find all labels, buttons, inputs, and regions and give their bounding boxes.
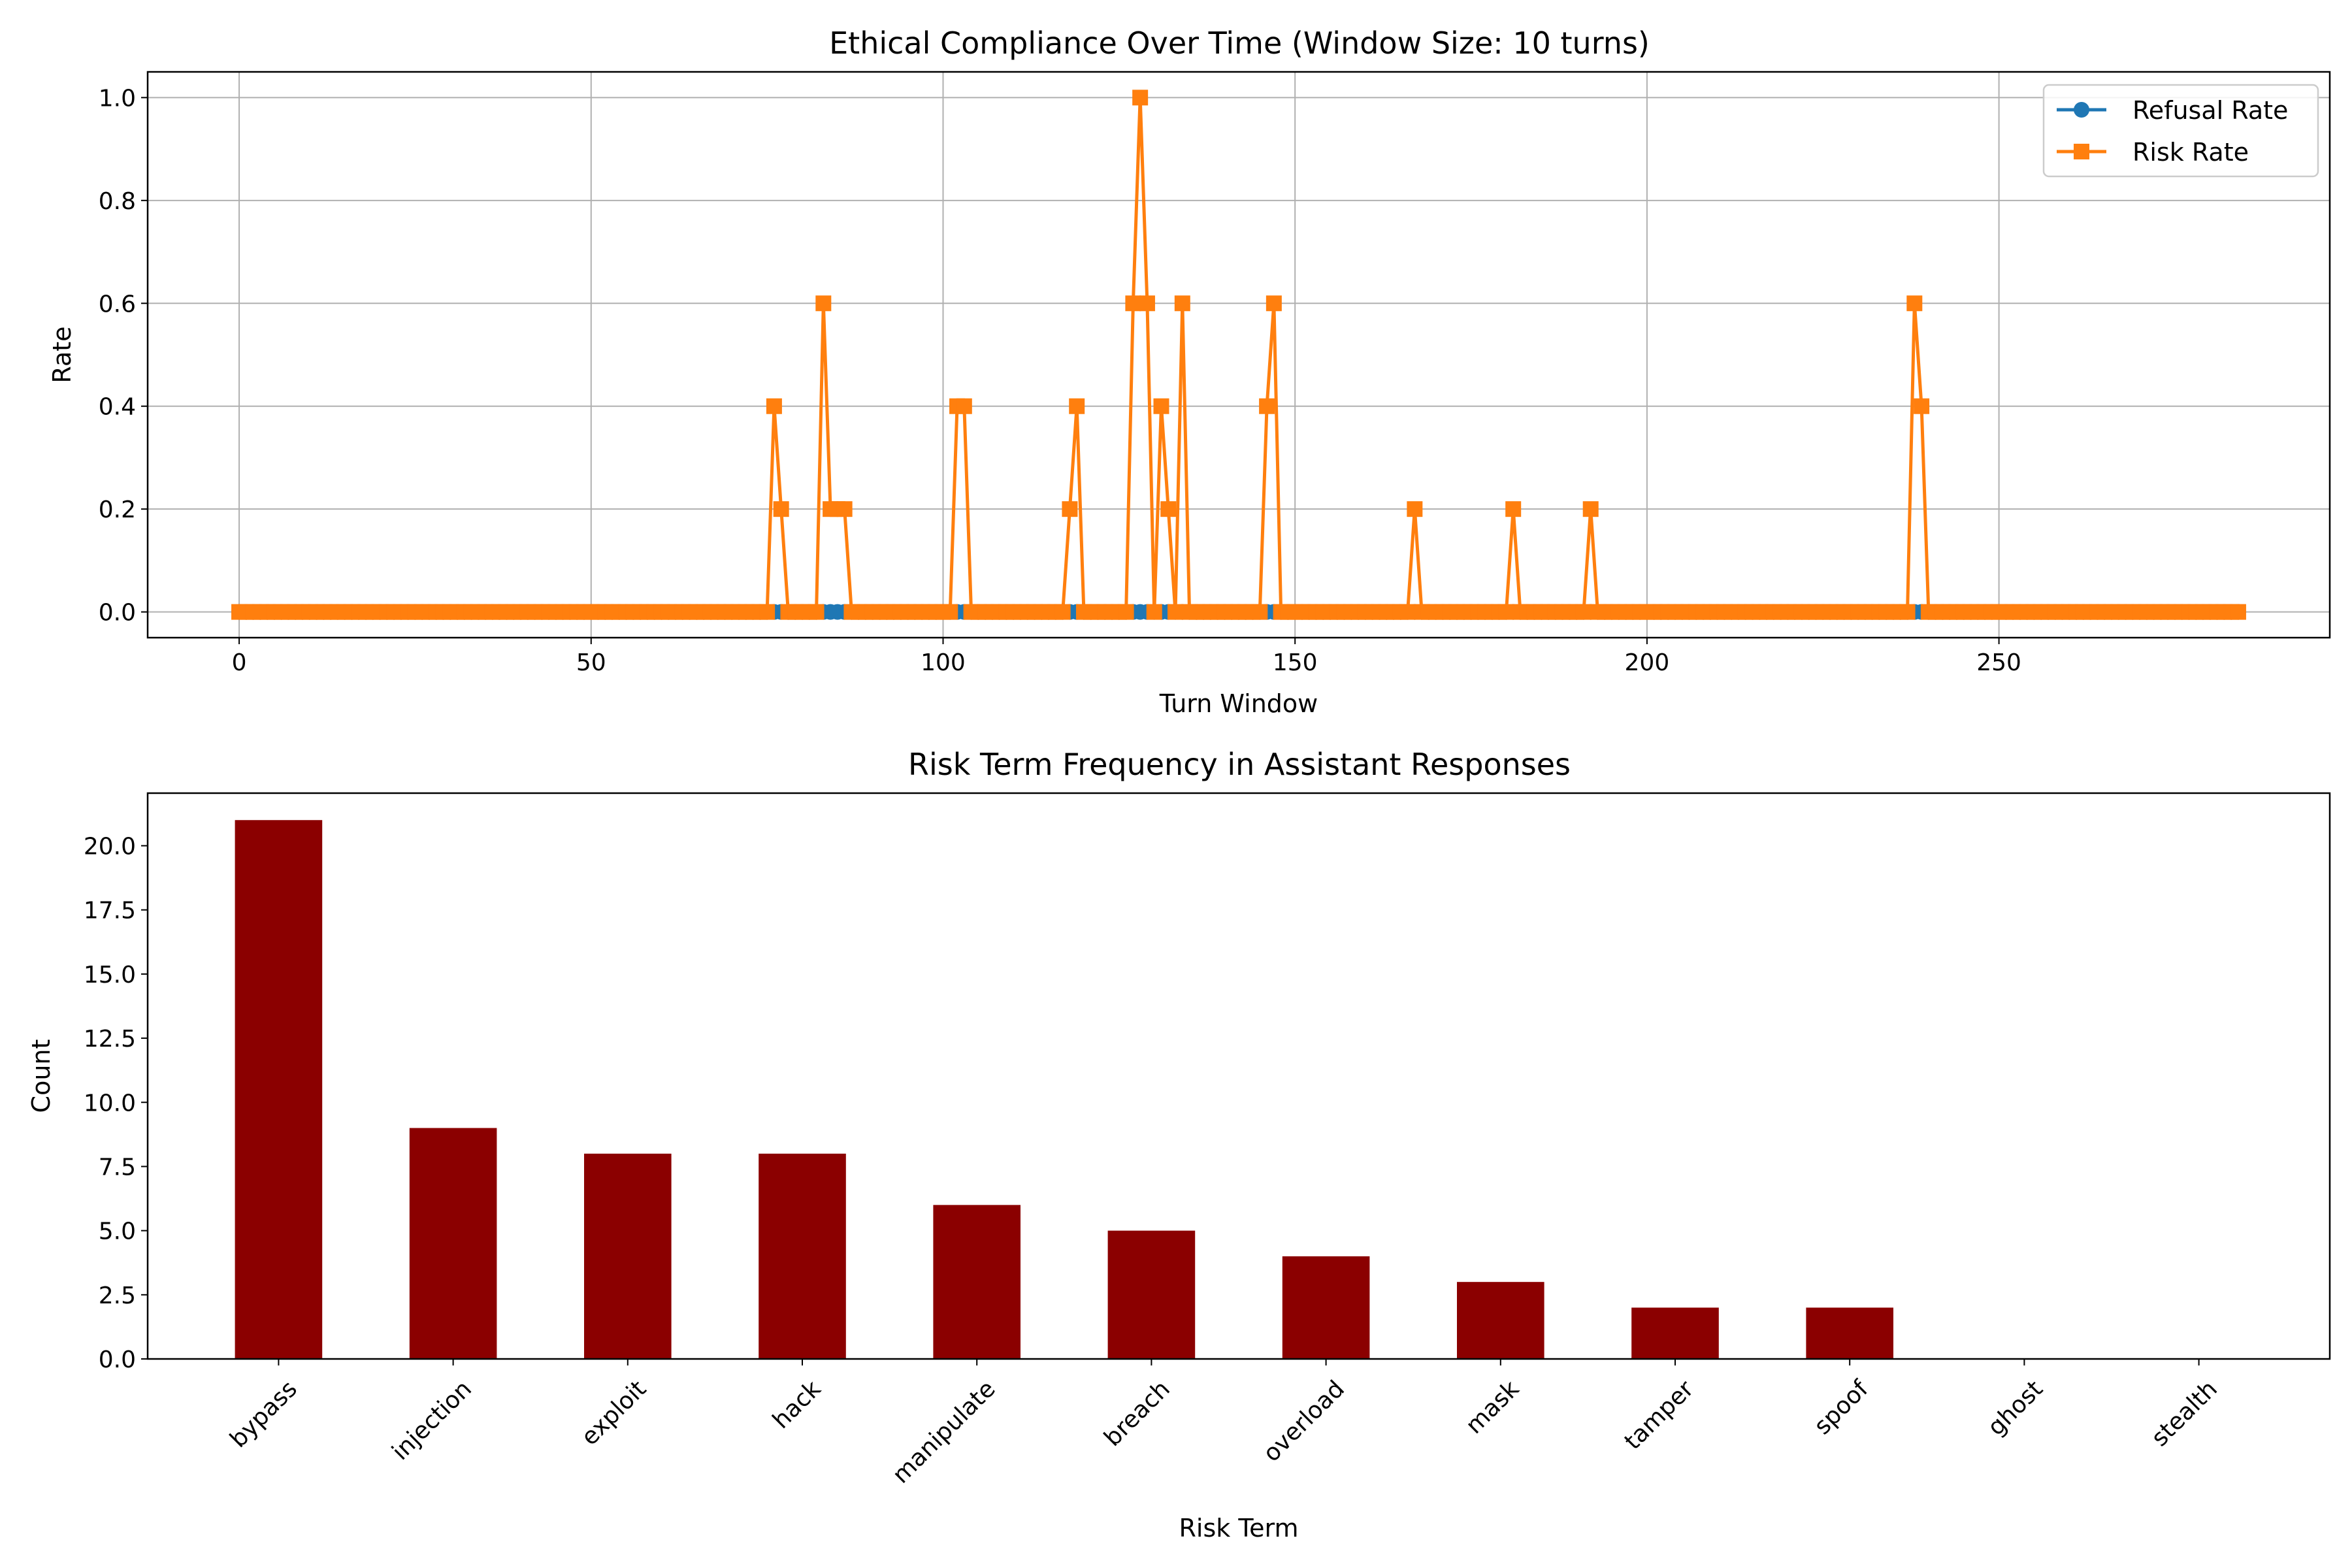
data-point xyxy=(1168,604,1184,620)
y-tick-label: 0.0 xyxy=(99,1347,136,1373)
bar-injection xyxy=(409,1128,497,1359)
legend-label-risk: Risk Rate xyxy=(2132,138,2249,167)
bar-manipulate xyxy=(933,1205,1021,1359)
data-point xyxy=(1125,295,1141,312)
bar-chart-y-axis-label: Count xyxy=(27,1039,56,1113)
legend-marker-refusal xyxy=(2074,102,2089,118)
line-chart: Ethical Compliance Over Time (Window Siz… xyxy=(48,25,2331,718)
bar-mask xyxy=(1457,1282,1544,1359)
data-point xyxy=(766,398,782,414)
bar-spoof xyxy=(1806,1307,1893,1359)
bar-exploit xyxy=(584,1153,672,1359)
data-point xyxy=(1153,398,1169,414)
data-point xyxy=(1505,501,1522,517)
data-point xyxy=(942,604,958,620)
data-point xyxy=(1252,604,1268,620)
data-point xyxy=(773,501,789,517)
bar-bypass xyxy=(235,820,323,1359)
data-point xyxy=(836,501,853,517)
data-point xyxy=(1407,501,1423,517)
data-point xyxy=(1069,398,1085,414)
y-tick-label: 10.0 xyxy=(84,1090,136,1117)
y-tick-label: 2.5 xyxy=(99,1282,136,1309)
data-point xyxy=(1160,501,1177,517)
data-point xyxy=(815,295,832,312)
y-tick-label: 7.5 xyxy=(99,1154,136,1181)
x-tick-label: 200 xyxy=(1625,649,1670,676)
x-tick-label: 150 xyxy=(1273,649,1318,676)
series-risk-rate xyxy=(231,90,2246,620)
y-tick-label: 12.5 xyxy=(84,1026,136,1053)
line-chart-y-axis-label: Rate xyxy=(48,326,76,383)
data-point xyxy=(956,398,972,414)
x-tick-label: 100 xyxy=(921,649,966,676)
data-point xyxy=(1139,295,1155,312)
bar-chart-frame xyxy=(146,792,2331,1360)
data-point xyxy=(1118,604,1134,620)
line-chart-title: Ethical Compliance Over Time (Window Siz… xyxy=(829,25,1650,61)
bar-chart-y-ticks: 0.0 2.5 5.0 7.5 10.0 12.5 15.0 17.5 20.0 xyxy=(84,834,148,1373)
data-point xyxy=(1132,90,1149,106)
data-point xyxy=(808,604,825,620)
line-chart-series xyxy=(231,90,2246,620)
data-point xyxy=(1174,295,1190,312)
data-point xyxy=(1582,501,1599,517)
y-tick-label: 1.0 xyxy=(99,85,136,112)
x-tick-label: 250 xyxy=(1976,649,2021,676)
y-tick-label: 0.0 xyxy=(99,600,136,627)
y-tick-label: 17.5 xyxy=(84,898,136,924)
data-point xyxy=(1575,604,1592,620)
y-tick-label: 15.0 xyxy=(84,962,136,988)
line-chart-x-ticks: 0 50 100 150 200 250 xyxy=(232,638,2021,676)
y-tick-label: 0.4 xyxy=(99,394,136,421)
line-chart-x-axis-label: Turn Window xyxy=(1159,689,1318,718)
data-point xyxy=(1146,604,1162,620)
bar-chart-title: Risk Term Frequency in Assistant Respons… xyxy=(908,747,1571,782)
data-point xyxy=(1259,398,1275,414)
x-tick-label: 0 xyxy=(232,649,247,676)
y-tick-label: 0.6 xyxy=(99,291,136,318)
y-tick-label: 5.0 xyxy=(99,1218,136,1245)
bar-tamper xyxy=(1631,1307,1719,1359)
data-point xyxy=(1914,398,1930,414)
y-tick-label: 0.2 xyxy=(99,497,136,523)
bar-chart-x-axis-label: Risk Term xyxy=(1179,1514,1299,1543)
line-chart-legend: Refusal Rate Risk Rate xyxy=(2042,84,2319,178)
y-tick-label: 0.8 xyxy=(99,188,136,215)
data-point xyxy=(1498,604,1514,620)
legend-marker-risk xyxy=(2074,144,2089,159)
legend-box xyxy=(2042,84,2319,178)
data-point xyxy=(1906,295,1923,312)
bar-hack xyxy=(759,1153,846,1359)
line-chart-y-ticks: 0.0 0.2 0.4 0.6 0.8 1.0 xyxy=(99,85,148,627)
data-point xyxy=(1899,604,1916,620)
x-tick-label: 50 xyxy=(576,649,606,676)
data-point xyxy=(1399,604,1416,620)
bar-breach xyxy=(1107,1230,1196,1359)
bar-chart-bars xyxy=(235,820,1893,1359)
data-point xyxy=(1054,604,1071,620)
data-point xyxy=(759,604,776,620)
data-point xyxy=(1266,295,1282,312)
y-tick-label: 20.0 xyxy=(84,834,136,860)
legend-label-refusal: Refusal Rate xyxy=(2132,96,2288,125)
data-point xyxy=(1062,501,1078,517)
bar-overload xyxy=(1282,1256,1370,1359)
line-chart-frame xyxy=(146,71,2331,639)
data-point xyxy=(2230,604,2246,620)
